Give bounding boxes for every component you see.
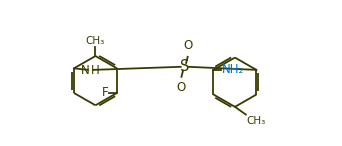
Text: CH₃: CH₃: [86, 36, 105, 46]
Text: S: S: [180, 59, 189, 74]
Text: O: O: [184, 39, 193, 52]
Text: O: O: [176, 81, 185, 94]
Text: F: F: [102, 86, 108, 99]
Text: NH₂: NH₂: [222, 63, 244, 76]
Text: H: H: [91, 64, 100, 77]
Text: N: N: [81, 64, 90, 77]
Text: CH₃: CH₃: [247, 116, 266, 126]
